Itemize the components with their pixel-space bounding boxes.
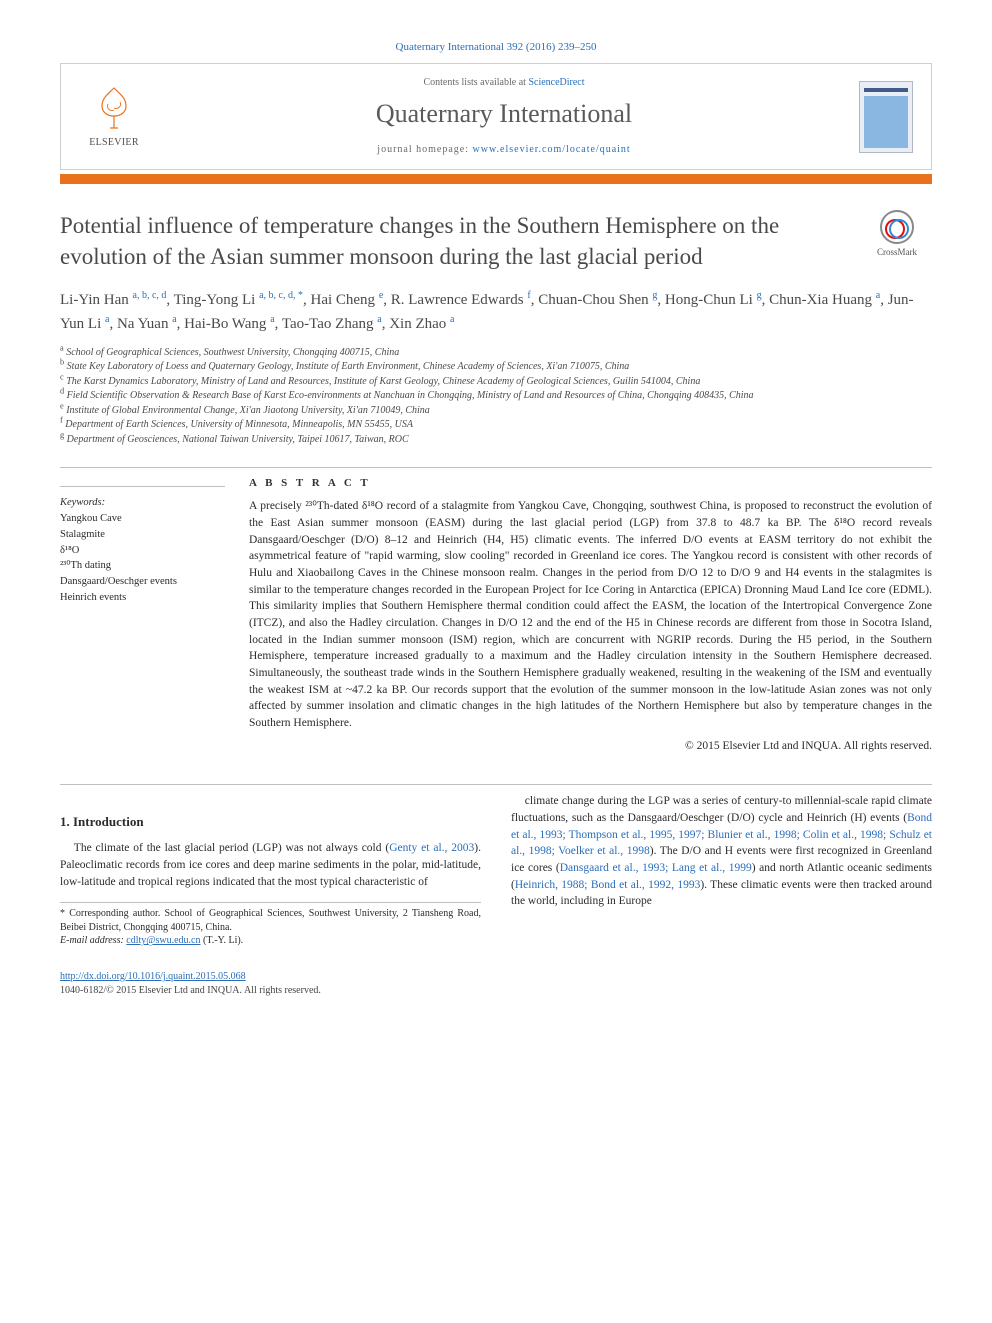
keyword-item: ²³⁰Th dating	[60, 558, 225, 574]
sciencedirect-link[interactable]: ScienceDirect	[528, 77, 584, 88]
ref-link[interactable]: Dansgaard et al., 1993; Lang et al., 199…	[560, 862, 752, 874]
affiliation-line: a School of Geographical Sciences, South…	[60, 346, 932, 361]
elsevier-label: ELSEVIER	[89, 136, 139, 150]
abstract-text: A precisely ²³⁰Th-dated δ¹⁸O record of a…	[249, 498, 932, 731]
keyword-item: Dansgaard/Oeschger events	[60, 574, 225, 590]
intro-text: climate change during the LGP was a seri…	[511, 795, 932, 824]
email-link[interactable]: cdlty@swu.edu.cn	[126, 935, 200, 946]
affiliation-line: c The Karst Dynamics Laboratory, Ministr…	[60, 375, 932, 390]
affiliation-line: d Field Scientific Observation & Researc…	[60, 389, 932, 404]
ref-link[interactable]: Genty et al., 2003	[389, 842, 474, 854]
orange-accent-bar	[60, 174, 932, 184]
crossmark-label: CrossMark	[877, 247, 917, 257]
affiliation-line: b State Key Laboratory of Loess and Quat…	[60, 360, 932, 375]
ref-link[interactable]: Heinrich, 1988; Bond et al., 1992, 1993	[515, 879, 700, 891]
doi-link[interactable]: http://dx.doi.org/10.1016/j.quaint.2015.…	[60, 971, 246, 982]
corresponding-author-footnote: * Corresponding author. School of Geogra…	[60, 902, 481, 948]
elsevier-logo: ELSEVIER	[79, 77, 149, 157]
crossmark-widget[interactable]: CrossMark	[862, 210, 932, 259]
abstract-copyright: © 2015 Elsevier Ltd and INQUA. All right…	[249, 738, 932, 755]
contents-list: Contents lists available at ScienceDirec…	[169, 76, 839, 90]
intro-para-1: The climate of the last glacial period (…	[60, 840, 481, 890]
body-two-column: 1. Introduction The climate of the last …	[60, 793, 932, 947]
abstract-column: A B S T R A C T A precisely ²³⁰Th-dated …	[249, 476, 932, 754]
keyword-item: Yangkou Cave	[60, 511, 225, 527]
citation-line: Quaternary International 392 (2016) 239–…	[60, 40, 932, 55]
keywords-column: Keywords: Yangkou CaveStalagmiteδ¹⁸O²³⁰T…	[60, 476, 225, 754]
homepage-link[interactable]: www.elsevier.com/locate/quaint	[473, 144, 631, 155]
homepage-line: journal homepage: www.elsevier.com/locat…	[169, 143, 839, 157]
journal-header: ELSEVIER Contents lists available at Sci…	[60, 63, 932, 169]
email-suffix: (T.-Y. Li).	[201, 935, 244, 946]
keywords-divider-top	[60, 486, 225, 487]
intro-para-2: climate change during the LGP was a seri…	[511, 793, 932, 910]
section-1-heading: 1. Introduction	[60, 813, 481, 832]
footer-bar: http://dx.doi.org/10.1016/j.quaint.2015.…	[60, 970, 932, 998]
divider	[60, 467, 932, 468]
abstract-heading: A B S T R A C T	[249, 476, 932, 492]
keywords-heading: Keywords:	[60, 495, 225, 511]
journal-cover-thumb	[859, 81, 913, 153]
keyword-item: Stalagmite	[60, 527, 225, 543]
keyword-item: δ¹⁸O	[60, 543, 225, 559]
email-label: E-mail address:	[60, 935, 126, 946]
affiliations: a School of Geographical Sciences, South…	[60, 346, 932, 448]
affiliation-line: g Department of Geosciences, National Ta…	[60, 433, 932, 448]
author-list: Li-Yin Han a, b, c, d, Ting-Yong Li a, b…	[60, 288, 932, 336]
corr-author-text: * Corresponding author. School of Geogra…	[60, 907, 481, 934]
contents-prefix: Contents lists available at	[423, 77, 528, 88]
issn-copyright: 1040-6182/© 2015 Elsevier Ltd and INQUA.…	[60, 984, 321, 998]
crossmark-icon	[880, 210, 914, 244]
keyword-item: Heinrich events	[60, 590, 225, 606]
intro-text: The climate of the last glacial period (…	[74, 842, 389, 854]
article-title: Potential influence of temperature chang…	[60, 210, 850, 272]
keywords-list: Yangkou CaveStalagmiteδ¹⁸O²³⁰Th datingDa…	[60, 511, 225, 606]
divider	[60, 784, 932, 785]
homepage-prefix: journal homepage:	[377, 144, 472, 155]
affiliation-line: f Department of Earth Sciences, Universi…	[60, 418, 932, 433]
journal-name: Quaternary International	[169, 96, 839, 132]
elsevier-tree-icon	[90, 84, 138, 132]
affiliation-line: e Institute of Global Environmental Chan…	[60, 404, 932, 419]
